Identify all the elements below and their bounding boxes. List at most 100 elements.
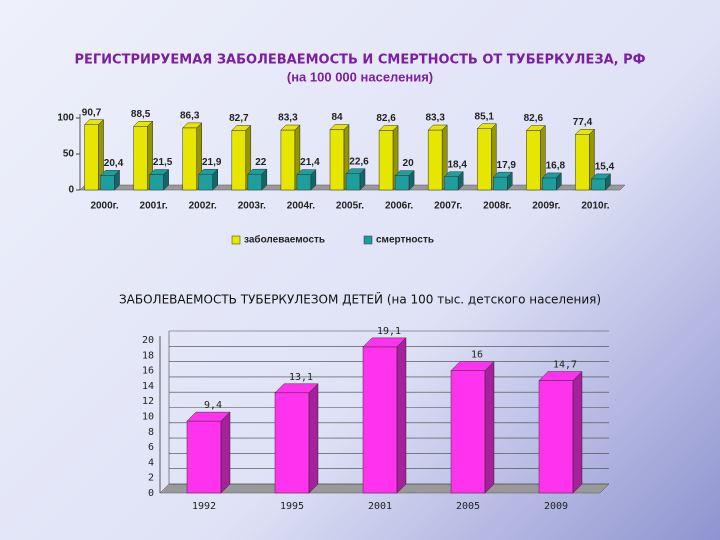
bar-side <box>408 169 415 191</box>
value-label: 82,6 <box>524 113 544 124</box>
y-tick-label: 16 <box>142 366 154 377</box>
bar <box>133 126 148 191</box>
bar-side-shade <box>573 371 582 493</box>
chart-title: РЕГИСТРИРУЕМАЯ ЗАБОЛЕВАЕМОСТЬ И СМЕРТНОС… <box>74 53 645 68</box>
bar <box>198 173 213 191</box>
bar-side <box>212 168 218 191</box>
chart: ЗАБОЛЕВАЕМОСТЬ ТУБЕРКУЛЕЗОМ ДЕТЕЙ (на 10… <box>119 292 610 512</box>
bar-side-shade <box>442 125 448 190</box>
value-label: 20,4 <box>104 158 124 169</box>
x-tick-label: 1995 <box>280 501 304 512</box>
chart: РЕГИСТРИРУЕМАЯ ЗАБОЛЕВАЕМОСТЬ И СМЕРТНОС… <box>57 53 645 246</box>
value-label: 18,4 <box>447 159 467 170</box>
value-label: 15,4 <box>595 162 615 173</box>
x-tick-label: 2007г. <box>434 201 462 212</box>
bar <box>450 370 486 494</box>
x-tick-label: 2001г. <box>140 201 168 212</box>
x-tick-label: 2009г. <box>532 201 560 212</box>
value-label: 88,5 <box>131 109 151 120</box>
y-tick-label: 18 <box>142 350 154 361</box>
chart-subtitle: (на 100 000 населения) <box>287 69 433 84</box>
bar <box>296 174 312 191</box>
x-tick-label: 2005 <box>456 501 480 512</box>
value-label: 9,4 <box>204 400 222 411</box>
value-label: 84 <box>331 112 343 123</box>
y-tick-label: 4 <box>148 457 154 468</box>
x-tick-label: 2008г. <box>483 201 511 212</box>
y-tick-label: 14 <box>142 381 154 392</box>
bar <box>427 129 443 191</box>
x-tick-label: 2002г. <box>189 201 217 212</box>
value-label: 21,9 <box>202 157 222 168</box>
y-tick-label: 0 <box>148 488 154 499</box>
bar <box>591 178 606 191</box>
bar <box>378 130 394 191</box>
bar <box>274 392 310 494</box>
bar-side <box>605 173 611 191</box>
bar-side <box>572 370 583 494</box>
bar <box>280 129 296 191</box>
bar-side <box>308 383 319 494</box>
bar <box>84 124 99 191</box>
bar <box>345 173 361 191</box>
bar-side-shade <box>485 361 494 493</box>
value-label: 82,7 <box>229 113 249 124</box>
y-tick-label: 8 <box>148 427 154 438</box>
bar-side-shade <box>114 170 120 190</box>
bar-side <box>556 172 562 191</box>
value-label: 16,8 <box>546 161 566 172</box>
legend-label: смертность <box>376 235 434 246</box>
bar-side-shade <box>221 412 230 493</box>
value-label: 21,5 <box>153 157 173 168</box>
bar-side <box>484 360 495 494</box>
value-label: 16 <box>471 350 483 361</box>
bar <box>443 176 459 191</box>
bar-side-shade <box>540 125 546 190</box>
value-label: 86,3 <box>180 111 200 122</box>
value-label: 77,4 <box>573 117 593 128</box>
bar-side-shade <box>309 383 318 493</box>
value-label: 22,6 <box>349 156 369 167</box>
value-label: 83,3 <box>425 113 445 124</box>
x-tick-label: 2000г. <box>90 201 118 212</box>
y-tick-label: 12 <box>142 396 154 407</box>
bar <box>247 173 263 191</box>
bar-side-shade <box>261 169 267 190</box>
legend-label: заболеваемость <box>244 234 325 246</box>
bar <box>182 127 197 191</box>
x-tick-label: 2010г. <box>581 201 609 212</box>
bar-side-shade <box>212 169 218 190</box>
bar-side-shade <box>491 123 497 190</box>
bar <box>538 380 574 494</box>
bar-side <box>359 168 366 191</box>
bar-side <box>220 411 231 494</box>
bar <box>493 176 508 191</box>
value-label: 22 <box>255 157 267 168</box>
y-tick-label: 100 <box>57 113 74 124</box>
value-label: 85,1 <box>475 111 495 122</box>
bar-side-shade <box>556 172 562 190</box>
bar <box>526 130 541 191</box>
chart-title: ЗАБОЛЕВАЕМОСТЬ ТУБЕРКУЛЕЗОМ ДЕТЕЙ (на 10… <box>119 292 601 307</box>
bar-side <box>261 168 268 191</box>
bar <box>542 177 557 191</box>
y-tick-label: 6 <box>148 442 154 453</box>
value-label: 14,7 <box>553 360 577 371</box>
bar <box>394 175 410 191</box>
bar <box>477 128 492 191</box>
value-label: 90,7 <box>82 107 102 118</box>
bar-side <box>457 171 464 191</box>
bar-side <box>507 171 513 191</box>
value-label: 21,4 <box>300 157 320 168</box>
bar <box>329 129 345 191</box>
bar <box>231 130 247 191</box>
x-tick-label: 2005г. <box>336 201 364 212</box>
bar-side-shade <box>458 171 464 190</box>
bar-side <box>114 169 120 191</box>
y-tick-label: 20 <box>142 335 154 346</box>
x-tick-label: 2006г. <box>385 201 413 212</box>
bar-side-shade <box>397 337 406 493</box>
bar <box>100 175 115 191</box>
bar-side-shade <box>360 168 365 190</box>
legend-swatch <box>231 235 241 245</box>
